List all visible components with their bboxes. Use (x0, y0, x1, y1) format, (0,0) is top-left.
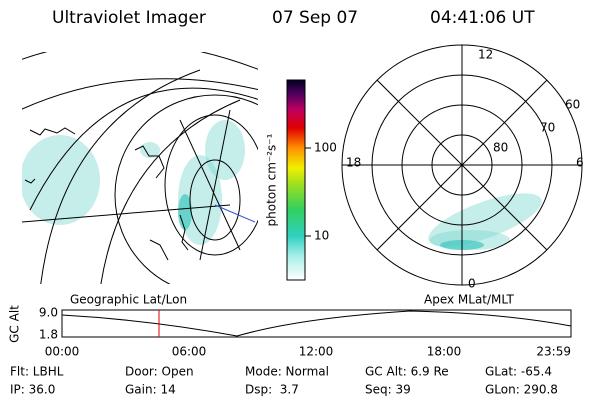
footer-field: GLon: 290.8 (485, 383, 558, 397)
footer-field: GLat: -65.4 (485, 365, 552, 379)
altitude-xtick: 06:00 (172, 345, 207, 359)
altitude-ylabel: GC Alt (8, 305, 22, 343)
altitude-ytick: 1.8 (39, 328, 58, 342)
lat-label: 60 (565, 98, 580, 112)
footer-field: Dsp: 3.7 (245, 383, 299, 397)
mlt-label: 12 (478, 48, 493, 62)
altitude-xtick: 23:59 (536, 345, 571, 359)
colorbar-label: photon cm⁻²s⁻¹ (265, 133, 279, 226)
lat-label: 70 (540, 121, 555, 135)
footer-field: Door: Open (125, 365, 194, 379)
colorbar (286, 79, 306, 281)
altitude-curve (61, 310, 572, 337)
right-title: Apex MLat/MLT (424, 293, 514, 307)
colorbar-tick-label: 100 (314, 141, 337, 155)
footer-field: GC Alt: 6.9 Re (365, 365, 449, 379)
footer-field: Flt: LBHL (10, 365, 64, 379)
footer-field: Gain: 14 (125, 383, 176, 397)
altitude-frame (61, 309, 572, 338)
footer-field: Mode: Normal (245, 365, 329, 379)
footer: Flt: LBHL Door: Open Mode: Normal GC Alt: 6… (10, 365, 558, 397)
colorbar-tick-label: 10 (314, 229, 329, 243)
footer-field: IP: 36.0 (10, 383, 55, 397)
mlt-label: 0 (468, 277, 476, 291)
altitude-xtick: 00:00 (45, 345, 80, 359)
footer-field: Seq: 39 (365, 383, 411, 397)
title: Ultraviolet Imager (52, 8, 206, 28)
lat-label: 80 (493, 141, 508, 155)
time: 04:41:06 UT (430, 8, 535, 28)
altitude-xtick: 12:00 (299, 345, 334, 359)
date: 07 Sep 07 (272, 8, 358, 28)
altitude-xtick: 18:00 (427, 345, 462, 359)
altitude-ytick: 9.0 (39, 306, 58, 320)
left-title: Geographic Lat/Lon (70, 293, 187, 307)
mlt-label: 18 (346, 156, 361, 170)
polar-plot (341, 44, 583, 286)
map (22, 52, 258, 284)
mlt-label: 6 (576, 156, 584, 170)
